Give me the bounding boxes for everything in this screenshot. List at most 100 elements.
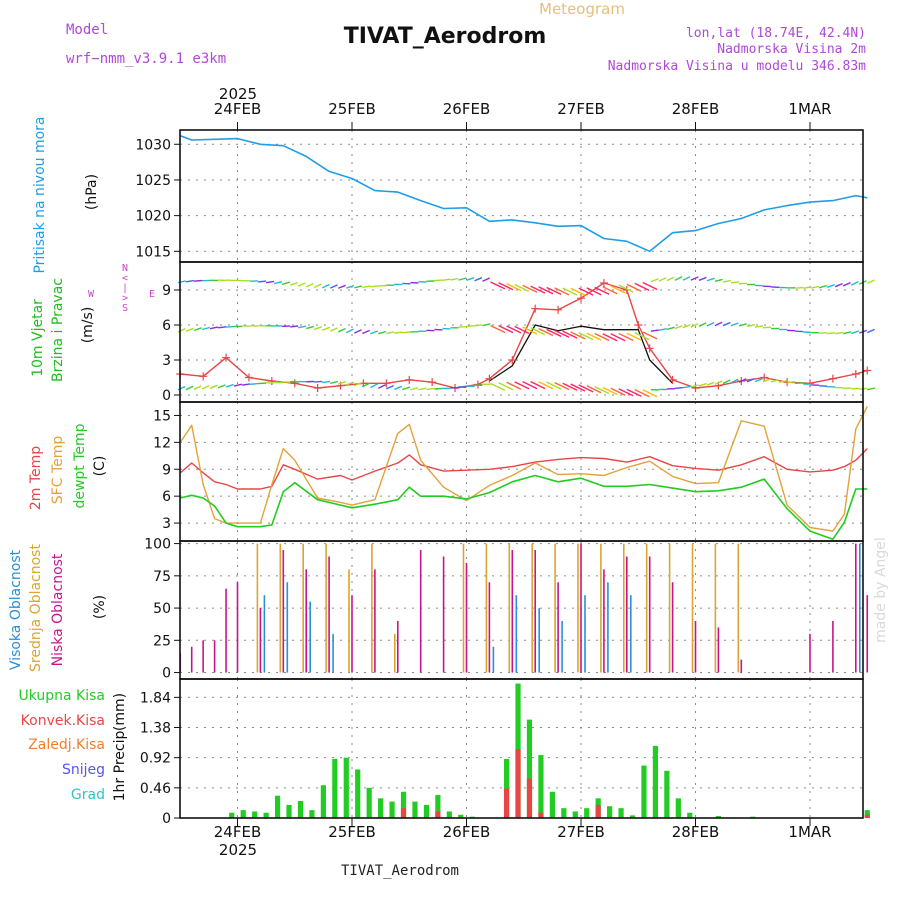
wind-arrow (177, 385, 186, 391)
wind-arrow (490, 281, 506, 290)
clouds-ytick-label: 100 (144, 537, 171, 553)
wind-arrow (610, 387, 626, 396)
wind-arrow (370, 383, 378, 389)
wind-arrow (626, 388, 642, 397)
wind-arrow (714, 380, 723, 385)
wind-arrow (185, 327, 194, 332)
temperature-ytick-label: 3 (162, 516, 171, 532)
wind-arrow (482, 277, 491, 282)
wind-arrow (322, 380, 331, 384)
pressure-ylabel: Pritisak na nivou mora (32, 116, 48, 273)
wind-arrow (217, 384, 226, 389)
watermark: made by Angel (873, 537, 889, 643)
wind-arrow (843, 331, 852, 335)
wind-arrow (305, 282, 314, 288)
wind-ylabel-2: Brzina i Pravac (50, 278, 66, 382)
date-label-bottom: 26FEB (443, 823, 490, 841)
precip-ytick-label: 1.84 (140, 690, 171, 706)
wind-speed-marker (244, 373, 253, 382)
wind-arrow (602, 333, 618, 342)
wind-arrow (362, 285, 371, 289)
wind-arrow (530, 380, 546, 390)
clouds-ytick-label: 75 (153, 569, 171, 585)
wind-arrow (514, 381, 530, 390)
wind-arrow (690, 384, 699, 388)
wind-ytick-label: 9 (162, 283, 171, 299)
wind-arrow (378, 384, 386, 389)
wind-arrow (538, 286, 554, 295)
legend-ukupna: Ukupna Kisa (18, 688, 105, 704)
wind-arrow (330, 380, 339, 384)
precip-total-bar (652, 745, 659, 818)
wind-arrow (297, 282, 306, 287)
wind-speed-marker (828, 374, 837, 383)
wind-arrow (434, 279, 443, 282)
precip-total-bar (572, 811, 578, 818)
temperature-ytick-label: 6 (162, 489, 171, 505)
temperature-ytick-label: 12 (153, 435, 171, 451)
precip-total-bar (561, 808, 567, 818)
wind-arrow (370, 330, 379, 335)
wind-speed-marker (313, 384, 322, 392)
wind-arrow (730, 322, 739, 327)
wind-arrow (353, 329, 362, 334)
precip-total-bar (320, 785, 326, 818)
wind-arrow (610, 285, 626, 294)
wind-speed-marker (485, 374, 494, 383)
wind-arrow (706, 277, 715, 282)
wind-arrow (650, 278, 659, 283)
precip-total-bar (286, 804, 292, 818)
date-label-bottom: 1MAR (788, 823, 831, 841)
wind-arrow (289, 281, 298, 286)
footer-title: TIVAT_Aerodrom (341, 863, 459, 879)
wind-speed-marker (760, 373, 769, 382)
legend-konvek: Konvek.Kisa (21, 713, 105, 729)
wind-arrow (522, 326, 538, 335)
precip-total-bar (538, 755, 544, 818)
wind-arrow (698, 322, 707, 328)
pressure-ytick-label: 1020 (135, 209, 171, 225)
legends: Pritisak na nivou mora (hPa) 10m Vjetar … (8, 116, 155, 803)
wind-arrow (241, 383, 251, 386)
date-label-bottom: 25FEB (328, 823, 375, 841)
date-label-bottom: 28FEB (672, 823, 719, 841)
wind-arrow (818, 284, 827, 289)
wind-arrow (313, 326, 323, 331)
date-label-top: 26FEB (443, 100, 490, 118)
precip-total-bar (423, 804, 430, 818)
wind-arrow (209, 384, 218, 390)
wind-arrow (546, 328, 562, 338)
temperature-ytick-label: 9 (162, 462, 171, 478)
precip-total-bar (618, 808, 624, 818)
wind-speed-marker (382, 379, 391, 388)
wind-arrow (281, 281, 291, 286)
wind-arrow (618, 284, 634, 293)
wind-ylabel-1: 10m Vjetar (30, 299, 46, 377)
pressure-line (180, 134, 868, 253)
temperature-ytick-label: 15 (153, 408, 171, 424)
legend-zaledj: Zaledj.Kisa (28, 737, 105, 753)
temp-dew-line (180, 474, 868, 541)
wind-arrow (642, 389, 658, 398)
wind-arrow (250, 382, 259, 385)
wind-arrow (506, 325, 522, 334)
wind-arrow (754, 378, 763, 383)
wind-panel: 0 3 6 9 (162, 262, 876, 404)
wind-arrow (674, 386, 683, 390)
wind-arrow (346, 285, 355, 289)
wind-arrow (650, 329, 659, 332)
wind-arrow (394, 331, 403, 334)
clouds-ytick-label: 0 (162, 666, 171, 682)
wind-arrow (803, 286, 812, 289)
cloud-ylabel-mid: Srednja Oblacnost (28, 544, 44, 672)
wind-arrow (562, 382, 578, 391)
precip-conv-bar (526, 778, 533, 818)
wind-arrow (225, 383, 234, 388)
wind-arrow (722, 379, 731, 385)
precip-ytick-label: 0.92 (140, 751, 171, 767)
wind-direction-legend: N < | > S W E (88, 263, 155, 314)
temp-2m-line (179, 448, 868, 490)
wind-arrow (394, 385, 403, 390)
wind-gust-line (489, 324, 674, 384)
precip-panel: 0 0.46 0.92 1.38 1.84 (140, 679, 870, 827)
